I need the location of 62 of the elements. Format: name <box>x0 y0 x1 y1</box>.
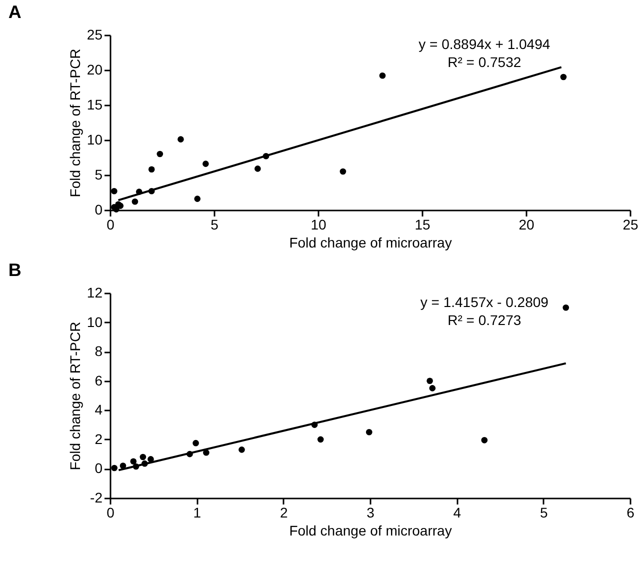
point <box>340 168 346 175</box>
point <box>111 188 118 194</box>
point <box>111 464 118 472</box>
point <box>130 458 137 465</box>
x-tick-label: 2 <box>280 504 288 520</box>
point <box>140 454 146 460</box>
y-tick-label: 6 <box>94 372 103 388</box>
x-tick-label: 15 <box>414 216 430 232</box>
point <box>317 436 324 443</box>
annotation: R² = 0.7532 <box>448 54 522 70</box>
y-axis-title: Fold change of RT-PCR <box>66 48 83 198</box>
point <box>379 72 386 79</box>
y-tick-label: 10 <box>86 314 103 330</box>
point <box>156 150 164 158</box>
x-axis-title: Fold change of microarray <box>289 522 452 538</box>
point <box>194 196 201 202</box>
point <box>148 166 155 173</box>
x-tick-label: 0 <box>106 216 115 232</box>
point <box>238 446 245 453</box>
x-tick-label: 5 <box>540 504 548 520</box>
point <box>481 437 488 444</box>
chart-title: B <box>8 260 22 280</box>
y-tick-label: 4 <box>94 402 103 418</box>
chart-title: A <box>8 2 22 22</box>
x-tick-label: 5 <box>210 216 219 232</box>
point <box>254 166 261 172</box>
x-tick-label: 4 <box>453 504 462 520</box>
x-tick-label: 1 <box>193 504 202 520</box>
x-tick-label: 0 <box>106 504 115 520</box>
y-tick-label: 0 <box>94 202 103 218</box>
point <box>148 456 154 462</box>
point <box>560 74 567 80</box>
point <box>366 428 372 436</box>
x-axis-title: Fold change of microarray <box>289 234 452 250</box>
x-tick-label: 6 <box>626 504 635 520</box>
y-tick-label: 10 <box>86 132 103 148</box>
y-tick-label: 5 <box>94 166 103 182</box>
x-tick-label: 20 <box>518 216 534 232</box>
point <box>120 462 126 469</box>
x-tick-label: 3 <box>366 504 375 520</box>
y-axis-title: Fold change of RT-PCR <box>66 322 83 470</box>
point <box>178 136 184 142</box>
y-tick-label: 25 <box>86 26 103 42</box>
point <box>426 378 433 384</box>
point <box>429 385 436 392</box>
y-tick-label: -2 <box>90 490 103 506</box>
point <box>132 198 138 205</box>
y-tick-label: 20 <box>86 62 103 78</box>
point <box>203 449 210 456</box>
y-tick-label: 12 <box>86 284 103 300</box>
point <box>202 160 209 167</box>
y-tick-label: 8 <box>94 343 103 360</box>
y-tick-label: 15 <box>86 96 103 112</box>
point <box>192 440 199 446</box>
x-tick-label: 25 <box>622 216 638 232</box>
annotation: y = 0.8894x + 1.0494 <box>418 36 550 52</box>
y-tick-label: 2 <box>94 430 103 447</box>
point <box>562 304 570 311</box>
annotation: y = 1.4157x - 0.2809 <box>420 294 549 310</box>
annotation: R² = 0.7273 <box>448 312 522 328</box>
y-tick-label: 0 <box>94 460 103 476</box>
x-tick-label: 10 <box>310 216 326 232</box>
